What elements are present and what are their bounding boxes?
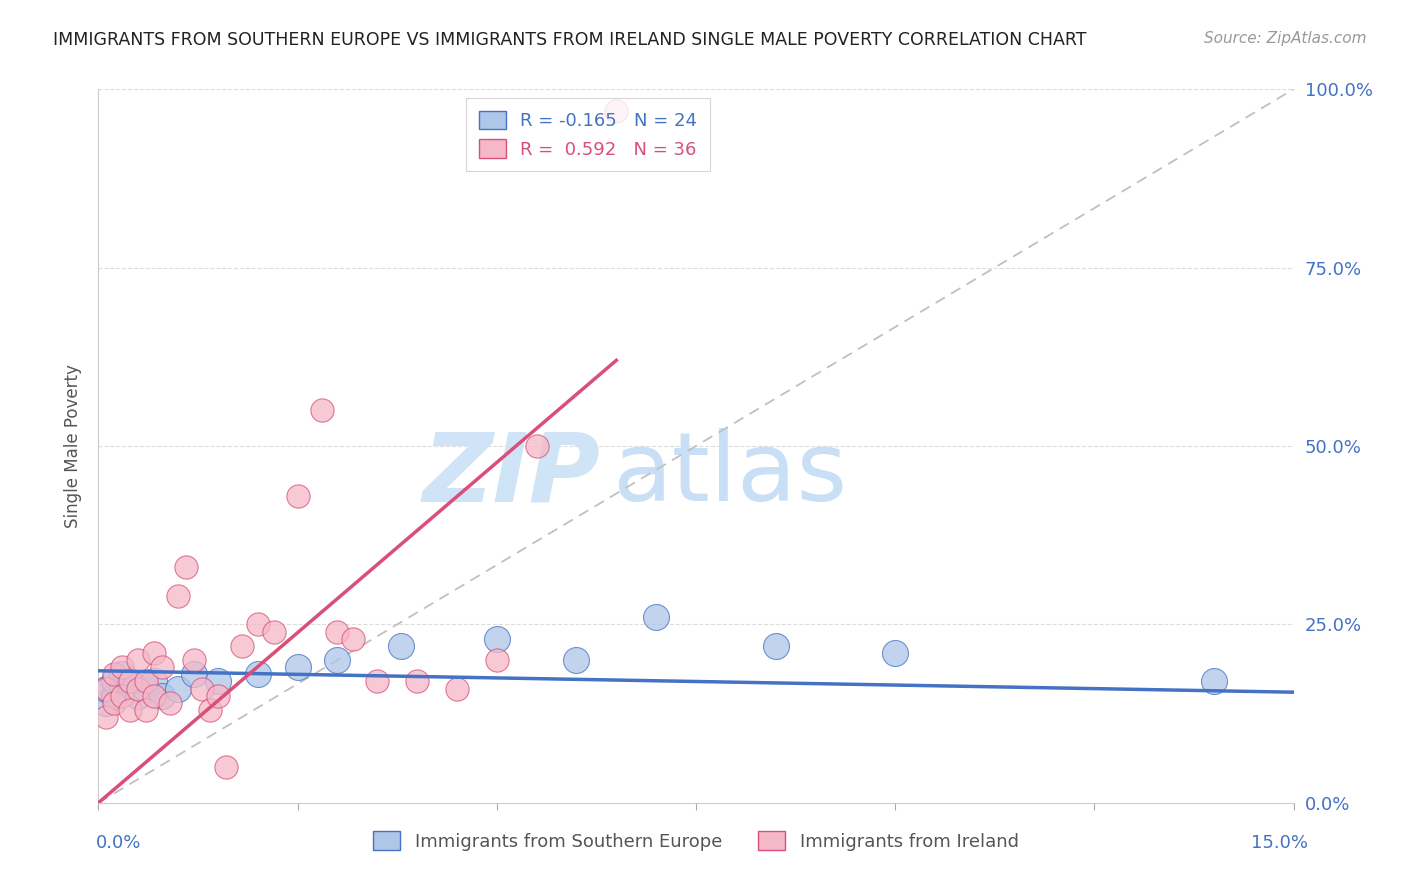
Text: IMMIGRANTS FROM SOUTHERN EUROPE VS IMMIGRANTS FROM IRELAND SINGLE MALE POVERTY C: IMMIGRANTS FROM SOUTHERN EUROPE VS IMMIG… bbox=[53, 31, 1087, 49]
Point bbox=[120, 674, 142, 689]
Point bbox=[485, 632, 508, 646]
Point bbox=[765, 639, 787, 653]
Point bbox=[231, 639, 253, 653]
Point bbox=[111, 667, 134, 681]
Point bbox=[159, 696, 181, 710]
Point bbox=[326, 653, 349, 667]
Point bbox=[143, 646, 166, 660]
Point bbox=[150, 660, 173, 674]
Point bbox=[143, 689, 166, 703]
Point bbox=[191, 681, 214, 696]
Point bbox=[103, 689, 125, 703]
Text: ZIP: ZIP bbox=[422, 428, 600, 521]
Point bbox=[326, 624, 349, 639]
Y-axis label: Single Male Poverty: Single Male Poverty bbox=[65, 364, 83, 528]
Point bbox=[446, 681, 468, 696]
Point bbox=[207, 674, 229, 689]
Point bbox=[135, 681, 157, 696]
Point bbox=[287, 489, 309, 503]
Point bbox=[311, 403, 333, 417]
Point bbox=[111, 681, 134, 696]
Point bbox=[183, 653, 205, 667]
Point bbox=[120, 703, 142, 717]
Point bbox=[111, 660, 134, 674]
Point bbox=[207, 689, 229, 703]
Point bbox=[884, 646, 907, 660]
Point bbox=[246, 667, 269, 681]
Point bbox=[143, 674, 166, 689]
Point bbox=[103, 674, 125, 689]
Point bbox=[167, 589, 190, 603]
Point bbox=[526, 439, 548, 453]
Point bbox=[246, 617, 269, 632]
Point bbox=[605, 103, 627, 118]
Point bbox=[645, 610, 668, 624]
Point bbox=[389, 639, 412, 653]
Point bbox=[263, 624, 285, 639]
Point bbox=[96, 696, 118, 710]
Point bbox=[135, 703, 157, 717]
Point bbox=[174, 560, 197, 574]
Point bbox=[150, 689, 173, 703]
Point bbox=[103, 696, 125, 710]
Point bbox=[103, 667, 125, 681]
Point bbox=[96, 681, 118, 696]
Point bbox=[287, 660, 309, 674]
Point bbox=[111, 689, 134, 703]
Point bbox=[127, 689, 149, 703]
Text: 0.0%: 0.0% bbox=[96, 834, 141, 852]
Point bbox=[406, 674, 429, 689]
Point bbox=[215, 760, 238, 774]
Point bbox=[485, 653, 508, 667]
Point bbox=[167, 681, 190, 696]
Text: 15.0%: 15.0% bbox=[1250, 834, 1308, 852]
Point bbox=[183, 667, 205, 681]
Point bbox=[366, 674, 388, 689]
Point bbox=[127, 681, 149, 696]
Point bbox=[120, 674, 142, 689]
Point bbox=[96, 681, 118, 696]
Point bbox=[96, 710, 118, 724]
Point bbox=[342, 632, 364, 646]
Point bbox=[127, 653, 149, 667]
Text: atlas: atlas bbox=[613, 428, 848, 521]
Legend: Immigrants from Southern Europe, Immigrants from Ireland: Immigrants from Southern Europe, Immigra… bbox=[366, 824, 1026, 858]
Point bbox=[1202, 674, 1225, 689]
Point bbox=[198, 703, 221, 717]
Point bbox=[135, 674, 157, 689]
Point bbox=[565, 653, 588, 667]
Text: Source: ZipAtlas.com: Source: ZipAtlas.com bbox=[1204, 31, 1367, 46]
